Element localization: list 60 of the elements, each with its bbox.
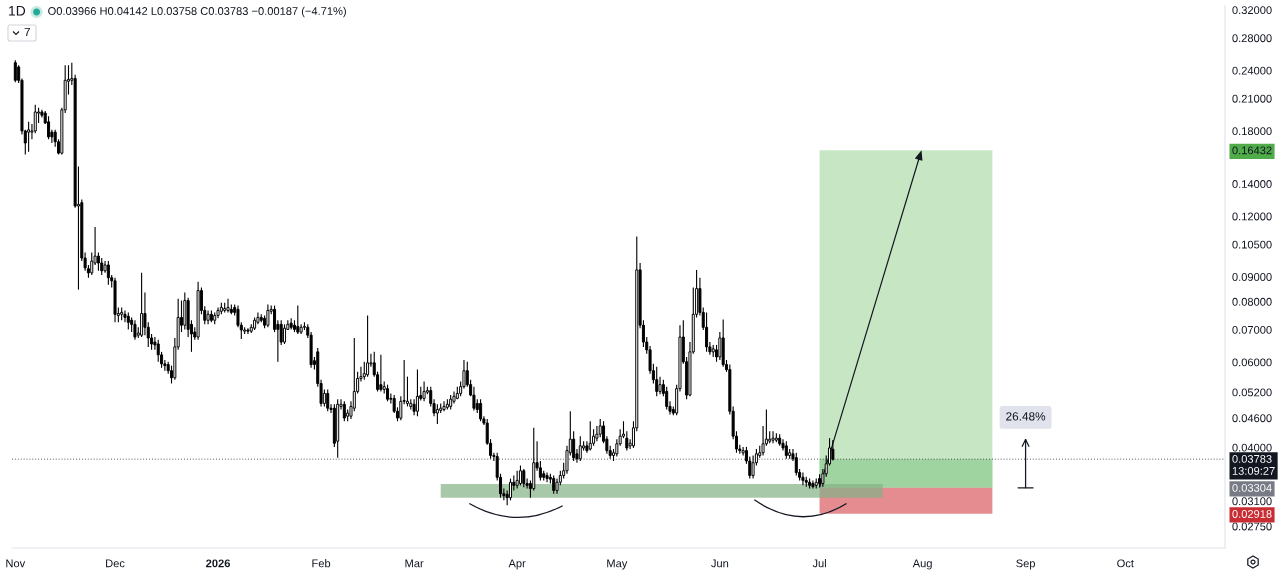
candlestick	[598, 418, 602, 438]
y-tick-label: 0.06000	[1232, 358, 1272, 367]
y-tick-label: 0.04600	[1232, 414, 1272, 423]
ref-line-label: 0.03783 13:09:27	[1232, 455, 1275, 475]
x-tick-label: Oct	[1117, 559, 1134, 568]
candlestick	[588, 420, 592, 452]
candlestick	[96, 251, 100, 272]
y-tick-label: 0.04000	[1232, 443, 1272, 452]
candlestick	[47, 115, 51, 140]
candlestick	[522, 468, 526, 488]
y-tick-label: 0.03304	[1232, 483, 1272, 492]
chart-title: 1D	[9, 6, 26, 16]
candlestick	[282, 323, 287, 345]
y-tick-label: 0.07000	[1232, 325, 1272, 334]
x-tick-label: Feb	[312, 559, 331, 568]
candlestick	[625, 430, 629, 452]
candlestick	[342, 400, 346, 422]
y-tick-label: 0.32000	[1232, 6, 1272, 15]
y-tick-label: 0.02918	[1232, 510, 1272, 518]
y-tick-label: 0.08000	[1232, 297, 1272, 306]
y-tick-label: 0.12000	[1232, 212, 1272, 221]
y-tick-label: 0.10500	[1232, 240, 1272, 249]
candlestick	[140, 272, 144, 338]
x-tick-label: 2026	[206, 559, 230, 568]
x-tick-label: Sep	[1016, 559, 1036, 570]
candlestick	[705, 311, 709, 353]
candlestick	[435, 403, 439, 425]
y-tick-label: 0.24000	[1232, 66, 1272, 75]
candlestick	[479, 398, 483, 422]
candlestick	[366, 314, 370, 378]
candlestick	[472, 386, 476, 411]
annotation: 26.48%	[1006, 412, 1046, 421]
y-tick-label: 0.02750	[1232, 522, 1272, 531]
candlestick	[655, 366, 659, 397]
x-tick-label: May	[607, 559, 628, 570]
y-tick-label: 0.18000	[1232, 127, 1272, 136]
candlestick	[508, 477, 513, 501]
candlestick	[13, 59, 17, 83]
x-tick-label: Dec	[106, 559, 125, 568]
y-tick-label: 0.16432	[1232, 146, 1272, 155]
candlestick	[27, 121, 31, 153]
y-tick-label: 0.09000	[1232, 273, 1272, 281]
y-tick-label: 0.03100	[1232, 497, 1272, 506]
annotation: 7	[24, 27, 30, 37]
y-tick-label: 0.28000	[1232, 34, 1272, 43]
x-tick-label: Jun	[711, 559, 729, 568]
x-tick-label: Apr	[508, 559, 526, 570]
y-tick-label: 0.21000	[1232, 94, 1272, 103]
x-tick-label: Aug	[912, 559, 932, 570]
candlestick	[794, 452, 798, 477]
x-tick-label: Mar	[405, 559, 424, 568]
x-tick-label: Nov	[6, 559, 26, 568]
candlestick	[831, 439, 835, 462]
candlestick	[326, 388, 330, 412]
candlestick	[518, 464, 522, 486]
y-tick-label: 0.05200	[1232, 388, 1272, 397]
candlestick	[578, 435, 582, 462]
y-tick-label: 0.14000	[1232, 180, 1272, 188]
chart-subtitle: O0.03966 H0.04142 L0.03758 C0.03783 −0.00187 (−4.71%)	[48, 6, 346, 18]
x-tick-label: Jul	[812, 559, 826, 568]
